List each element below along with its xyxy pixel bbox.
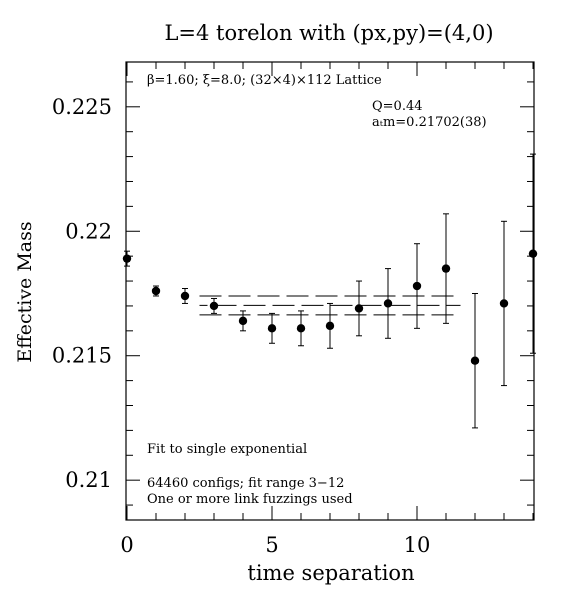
major-ticks [126,62,534,520]
data-point [151,286,161,296]
y-tick-label: 0.225 [52,95,112,119]
y-tick-label: 0.21 [65,468,112,492]
data-point [238,316,248,326]
y-axis-label: Effective Mass [14,221,36,362]
data-point [499,299,509,308]
x-tick-label: 10 [404,533,431,557]
data-point [528,249,538,258]
chart-title: L=4 torelon with (px,py)=(4,0) [164,21,493,45]
fit-type-annotation: Fit to single exponential [147,442,307,457]
x-axis-label: time separation [247,561,414,585]
y-tick-label: 0.22 [65,219,112,243]
data-point [441,264,451,273]
mass-annotation: aₜm=0.21702(38) [372,115,487,130]
y-tick-label: 0.215 [52,344,112,368]
x-tick-label: 0 [120,533,133,557]
q-annotation: Q=0.44 [372,99,423,114]
data-point [180,291,190,301]
data-point [325,321,335,331]
configs-annotation: 64460 configs; fit range 3−12 [147,476,344,491]
fuzzing-annotation: One or more link fuzzings used [147,492,353,507]
x-tick-labels: 0 5 10 [120,533,430,557]
data-point [383,299,393,308]
data-points [122,153,538,429]
y-tick-labels: 0.21 0.215 0.22 0.225 [52,95,112,492]
data-point [209,301,219,311]
data-point [296,324,306,333]
x-tick-label: 5 [265,533,278,557]
data-point [412,281,422,291]
data-point [267,324,277,333]
data-point [122,254,132,263]
minor-ticks [126,62,534,520]
data-point [470,356,480,365]
data-point [354,304,364,313]
lattice-annotation: β=1.60; ξ=8.0; (32×4)×112 Lattice [147,73,382,88]
